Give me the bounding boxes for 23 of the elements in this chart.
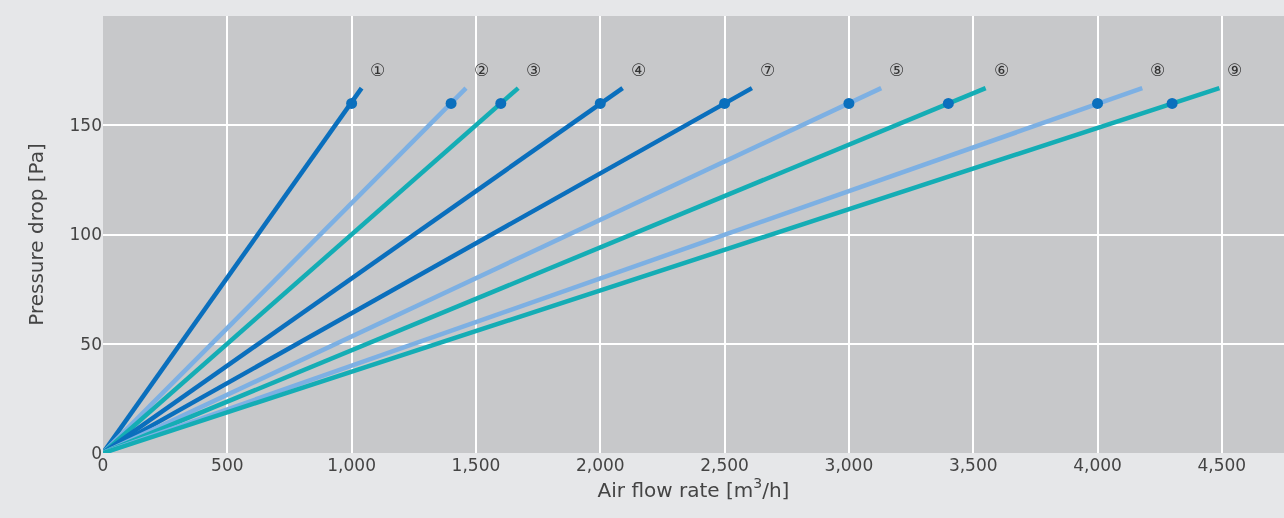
- x-tick-label: 2,500: [700, 455, 749, 475]
- y-tick-label: 100: [69, 224, 102, 245]
- x-tick-label: 4,500: [1197, 455, 1247, 475]
- y-axis-title: Pressure drop [Pa]: [24, 143, 49, 326]
- x-tick-label: 4,000: [1073, 455, 1122, 475]
- y-tick-label: 50: [80, 333, 102, 354]
- series-label: ①: [370, 60, 386, 80]
- series-label: ②: [474, 60, 490, 80]
- series-label: ⑤: [889, 60, 905, 80]
- x-tick-label: 500: [211, 455, 244, 475]
- x-tick-label: 3,500: [948, 455, 998, 475]
- x-tick-label: 1,500: [451, 455, 501, 475]
- series-label: ③: [526, 60, 542, 80]
- x-tick-label: 3,000: [824, 455, 874, 475]
- x-tick-label: 2,000: [575, 455, 625, 475]
- x-axis-title: Air flow rate [m$^{3}$/h]: [597, 475, 790, 502]
- series-label: ⑧: [1150, 60, 1166, 80]
- x-tick-label: 1,000: [327, 455, 376, 475]
- series-label: ⑥: [994, 60, 1010, 80]
- series-label: ⑦: [760, 60, 776, 80]
- y-tick-label: 150: [69, 115, 102, 136]
- series-label: ⑨: [1227, 60, 1243, 80]
- series-label: ④: [631, 60, 647, 80]
